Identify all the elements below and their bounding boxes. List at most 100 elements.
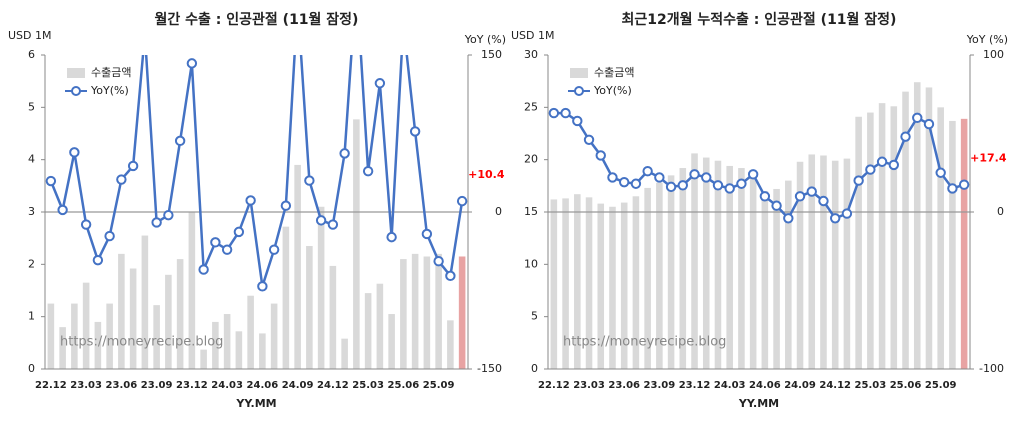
bar	[458, 256, 466, 369]
bar	[714, 160, 722, 369]
x-tick-label: 23.03	[70, 380, 102, 391]
bar	[949, 120, 956, 369]
y2-tick-label: -150	[477, 362, 502, 375]
y2-tick-label: -100	[979, 362, 1004, 375]
y-tick-label: 5	[28, 100, 35, 113]
watermark: https://moneyrecipe.blog	[563, 335, 726, 350]
watermark: https://moneyrecipe.blog	[60, 335, 223, 350]
yoy-marker	[888, 159, 900, 171]
bar	[106, 303, 113, 369]
bar	[141, 235, 149, 369]
y-tick-label: 1	[28, 310, 35, 323]
y-tick-label: 4	[28, 153, 35, 166]
x-tick-label: 24.06	[247, 380, 279, 391]
yoy-marker	[747, 169, 759, 180]
bar	[691, 153, 698, 369]
bar	[867, 112, 874, 370]
bar	[726, 165, 733, 369]
bar	[223, 314, 231, 369]
yoy-marker	[947, 183, 958, 194]
bar	[118, 253, 125, 369]
bar	[282, 226, 290, 369]
bar	[855, 116, 862, 370]
y-tick-label: 0	[531, 362, 538, 375]
bar	[749, 170, 757, 369]
legend-swatch	[67, 68, 85, 78]
yoy-marker	[421, 228, 433, 240]
bar	[562, 198, 569, 369]
value-label: +10.4	[468, 168, 505, 181]
bar	[47, 303, 55, 369]
yoy-marker	[92, 254, 104, 266]
bar	[620, 202, 628, 369]
yoy-marker	[759, 191, 771, 202]
yoy-marker	[841, 208, 853, 219]
yoy-marker	[127, 160, 139, 172]
bar	[317, 206, 325, 369]
bar	[200, 349, 207, 369]
line-group	[548, 107, 970, 224]
yoy-marker	[163, 209, 174, 221]
yoy-marker	[57, 204, 68, 216]
yoy-marker	[362, 165, 374, 177]
yoy-marker	[865, 164, 876, 175]
yoy-marker	[141, 30, 149, 38]
yoy-marker	[607, 172, 618, 183]
yoy-marker	[104, 230, 115, 242]
bar	[341, 338, 348, 369]
y-tick-label: 3	[28, 205, 35, 218]
bar	[960, 118, 968, 369]
yoy-marker	[783, 213, 794, 224]
bar	[153, 305, 160, 369]
yoy-marker	[701, 172, 712, 183]
bar	[702, 157, 710, 369]
yoy-marker	[445, 270, 456, 282]
yoy-marker	[689, 169, 700, 180]
yoy-marker	[900, 131, 911, 142]
bar	[574, 194, 581, 369]
x-axis-title: YY.MM	[738, 397, 779, 410]
yoy-marker	[560, 107, 571, 119]
yoy-marker	[456, 195, 468, 207]
yoy-marker	[654, 172, 665, 183]
y-tick-label: 20	[524, 153, 538, 166]
y-tick-label: 10	[524, 257, 538, 270]
yoy-marker	[186, 58, 198, 69]
yoy-marker	[572, 115, 583, 127]
yoy-marker	[630, 178, 642, 189]
yoy-line	[49, 55, 464, 287]
yoy-marker	[583, 134, 595, 145]
yoy-marker	[69, 147, 80, 158]
bar	[843, 158, 851, 369]
x-tick-label: 23.09	[644, 380, 676, 391]
legend-marker	[71, 86, 81, 96]
y2-tick-label: 0	[997, 205, 1004, 218]
bar	[176, 259, 184, 369]
legend-label: 수출금액	[91, 66, 131, 79]
x-tick-label: 23.03	[573, 380, 605, 391]
bar	[644, 187, 651, 369]
bar	[773, 188, 780, 369]
yoy-marker	[876, 156, 888, 167]
yoy-marker	[724, 183, 735, 194]
yoy-marker	[339, 148, 350, 159]
y-axis-title: USD 1M	[511, 29, 555, 42]
legend-label: 수출금액	[594, 66, 634, 79]
bar	[71, 303, 78, 369]
yoy-marker	[794, 191, 806, 202]
bar	[785, 180, 792, 369]
yoy-marker	[210, 237, 221, 248]
y-tick-label: 25	[524, 100, 538, 113]
x-tick-label: 23.06	[608, 380, 640, 391]
bar	[667, 175, 675, 369]
bar	[270, 303, 278, 369]
y2-axis-title: YoY (%)	[464, 33, 506, 46]
y2-axis-title: YoY (%)	[966, 33, 1008, 46]
bar	[447, 320, 454, 369]
bar	[632, 196, 640, 369]
yoy-marker	[45, 175, 57, 187]
yoy-marker	[409, 126, 421, 137]
bar	[188, 212, 196, 369]
x-tick-label: 24.09	[282, 380, 314, 391]
